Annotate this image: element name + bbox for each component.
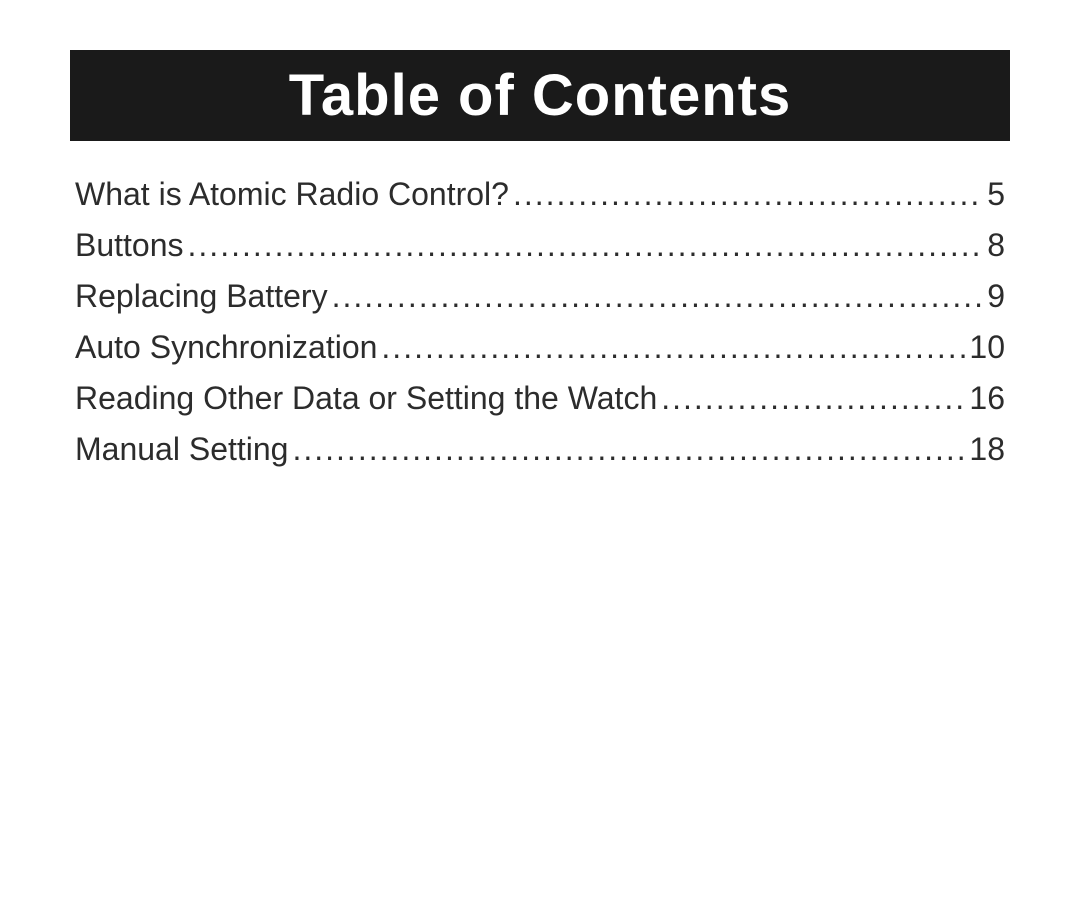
toc-entry-title: What is Atomic Radio Control? [75,176,509,213]
toc-entry: Manual Setting 18 [75,431,1005,468]
toc-leader-dots [513,176,983,213]
toc-entry-title: Reading Other Data or Setting the Watch [75,380,657,417]
toc-leader-dots [381,329,965,366]
toc-entry-page: 9 [987,278,1005,315]
toc-entry-title: Auto Synchronization [75,329,377,366]
toc-entry-title: Manual Setting [75,431,288,468]
toc-entry-page: 10 [969,329,1005,366]
toc-entry-page: 5 [987,176,1005,213]
heading-bar: Table of Contents [70,50,1010,141]
toc-entry-page: 16 [969,380,1005,417]
toc-entry: What is Atomic Radio Control? 5 [75,176,1005,213]
toc-leader-dots [188,227,984,264]
toc-entry-title: Replacing Battery [75,278,328,315]
heading-text: Table of Contents [70,62,1010,129]
toc-entry: Replacing Battery 9 [75,278,1005,315]
toc-list: What is Atomic Radio Control? 5 Buttons … [70,176,1010,468]
toc-leader-dots [292,431,965,468]
toc-leader-dots [661,380,965,417]
toc-entry: Buttons 8 [75,227,1005,264]
toc-entry: Auto Synchronization 10 [75,329,1005,366]
toc-entry-title: Buttons [75,227,184,264]
toc-leader-dots [332,278,984,315]
toc-entry-page: 8 [987,227,1005,264]
toc-entry-page: 18 [969,431,1005,468]
toc-entry: Reading Other Data or Setting the Watch … [75,380,1005,417]
